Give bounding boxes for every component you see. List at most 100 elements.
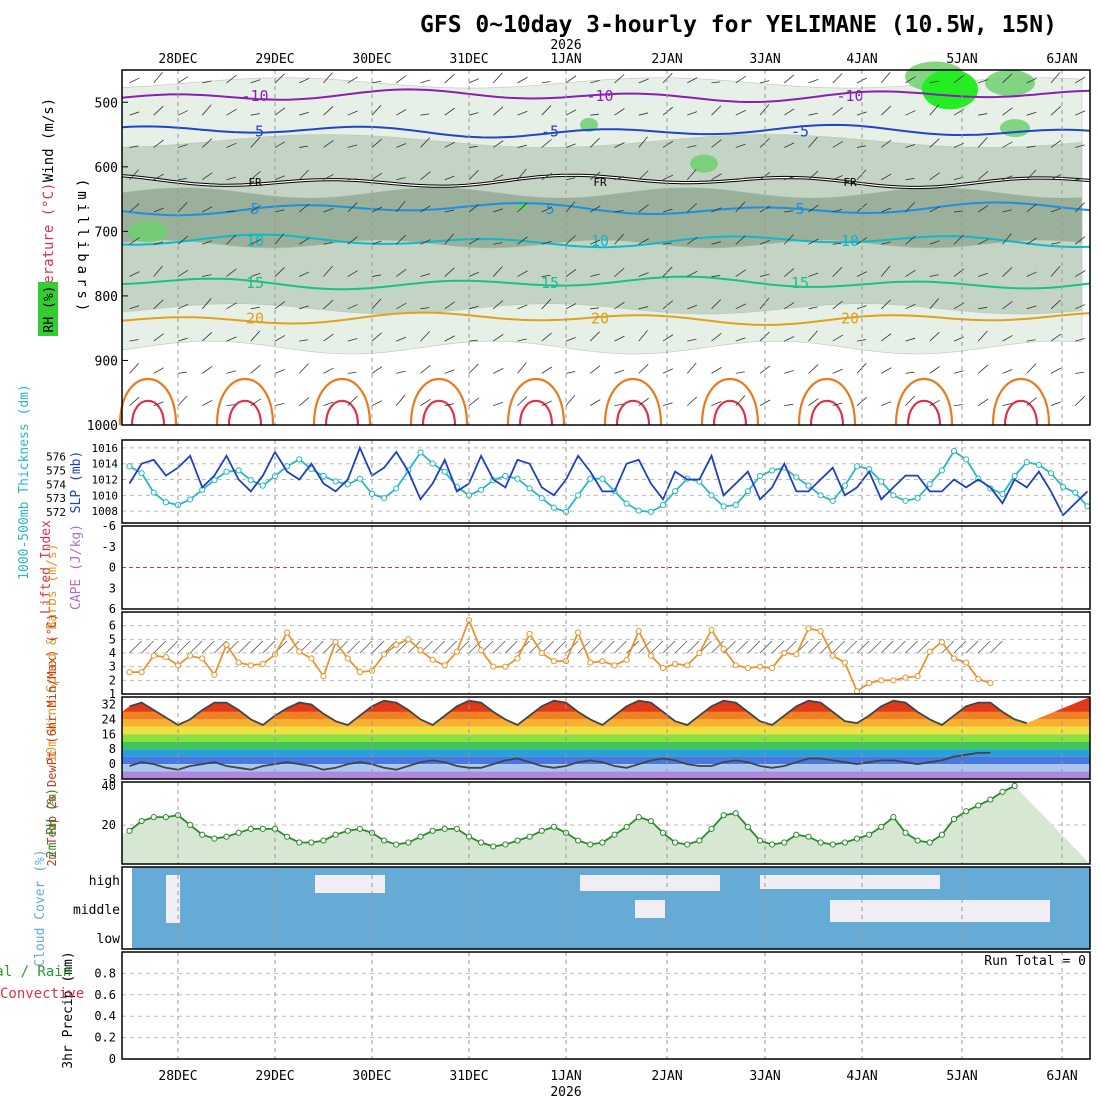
wind-speed-line-point xyxy=(296,648,303,655)
wind-barb xyxy=(177,235,189,245)
wind-barb xyxy=(444,233,455,245)
wind-barb xyxy=(1050,265,1061,277)
wind-speed-line-point xyxy=(187,652,194,659)
wind-barb xyxy=(687,77,698,84)
wind-barb xyxy=(165,640,179,654)
rh-line-point xyxy=(211,835,218,842)
wind-barb xyxy=(347,236,358,245)
wind-barb xyxy=(444,301,455,310)
rh-line-point xyxy=(975,802,982,809)
wind-speed-line-point xyxy=(987,679,994,687)
wind-barb xyxy=(687,304,698,310)
wind-barb xyxy=(686,169,697,180)
y-tick-label-left: 576 xyxy=(46,451,66,464)
wind-speed-line-point xyxy=(162,654,169,661)
wind-speed-line-point xyxy=(950,655,958,662)
surface-hot-contour xyxy=(421,399,457,426)
wind-barb xyxy=(662,174,674,181)
wind-barb xyxy=(808,136,818,148)
thickness-line-point xyxy=(659,501,667,509)
wind-barb xyxy=(1050,140,1062,148)
x-tick-label-top: 1JAN xyxy=(550,52,581,67)
rh-line-point xyxy=(817,839,824,846)
rh-line-point xyxy=(126,827,133,834)
wind-barb xyxy=(202,80,212,84)
x-tick-label-top: 5JAN xyxy=(946,52,977,67)
run-total-label: Run Total = 0 xyxy=(984,954,1086,969)
wind-barb xyxy=(662,208,673,213)
wind-barb xyxy=(298,203,310,213)
wind-barb xyxy=(893,640,906,654)
thickness-line-point xyxy=(817,492,824,499)
wind-barb xyxy=(1002,267,1013,277)
rh-line-point xyxy=(672,839,679,846)
wind-speed-line-point xyxy=(853,688,861,695)
wind-barb xyxy=(1002,107,1013,116)
wind-speed-line-point xyxy=(732,662,739,669)
wind-barb xyxy=(493,174,504,181)
y-tick-label: 500 xyxy=(95,96,118,111)
wind-barb xyxy=(226,640,239,654)
wind-barb xyxy=(1050,401,1061,407)
surface-warm-contour xyxy=(894,377,954,426)
wind-barb xyxy=(832,107,843,116)
wind-barb xyxy=(905,76,916,84)
wind-barb xyxy=(468,112,479,116)
wind-barb xyxy=(444,403,454,407)
wind-barb xyxy=(299,77,310,84)
wind-speed-line-point xyxy=(926,648,933,655)
wind-speed-line-point xyxy=(866,679,873,687)
wind-barb xyxy=(1050,333,1062,342)
wind-barb xyxy=(201,138,213,148)
wind-barb xyxy=(553,640,567,654)
wind-barb xyxy=(977,640,991,654)
wind-barb xyxy=(396,177,406,181)
wind-barb xyxy=(492,300,504,310)
wind-barb xyxy=(953,404,963,407)
wind-barb xyxy=(323,106,334,116)
y-tick-label: 32 xyxy=(102,697,116,711)
side-label-wind: Wind (m/s) xyxy=(41,98,57,182)
isotherm-label: FR xyxy=(593,176,607,189)
side-label-rh: RH (%) xyxy=(42,286,57,333)
rh-line-point xyxy=(926,839,933,846)
y-tick-label: -8 xyxy=(102,772,116,786)
rh-line-point xyxy=(247,825,254,832)
thickness-line-point xyxy=(259,482,266,489)
wind-barb xyxy=(468,237,480,245)
wind-barb xyxy=(517,338,527,342)
wind-barb xyxy=(323,174,334,181)
wind-barb xyxy=(541,332,552,342)
wind-barb xyxy=(153,173,164,181)
wind-barb xyxy=(614,403,624,407)
wind-barb xyxy=(420,307,430,310)
wind-barb xyxy=(978,306,988,310)
wind-barb xyxy=(517,144,527,148)
wind-barb xyxy=(929,332,940,342)
rh-line-point xyxy=(514,837,521,844)
temp-color-band xyxy=(122,756,1090,765)
panel-frame xyxy=(121,69,1091,426)
wind-barb xyxy=(1002,73,1013,84)
wind-barb xyxy=(590,399,601,406)
thickness-line-point xyxy=(829,497,836,504)
wind-barb xyxy=(468,271,480,277)
isotherm-label: 5 xyxy=(545,200,554,218)
rh-line-point xyxy=(259,825,266,832)
y-tick-label: 40 xyxy=(102,779,116,793)
wind-barb xyxy=(832,141,843,148)
wind-barb xyxy=(977,330,988,342)
wind-barb xyxy=(905,201,916,213)
wind-barb xyxy=(432,640,445,654)
thickness-line-point xyxy=(356,475,363,482)
wind-barb xyxy=(662,640,676,654)
wind-barb xyxy=(929,172,940,181)
wind-barb xyxy=(468,78,480,84)
wind-barb xyxy=(808,112,818,116)
wind-barb xyxy=(274,233,285,245)
wind-speed-line-point xyxy=(429,656,436,663)
wind-barb xyxy=(990,640,1003,654)
wind-barb xyxy=(880,71,891,84)
thickness-line-point xyxy=(368,490,376,498)
wind-barb xyxy=(832,368,843,374)
